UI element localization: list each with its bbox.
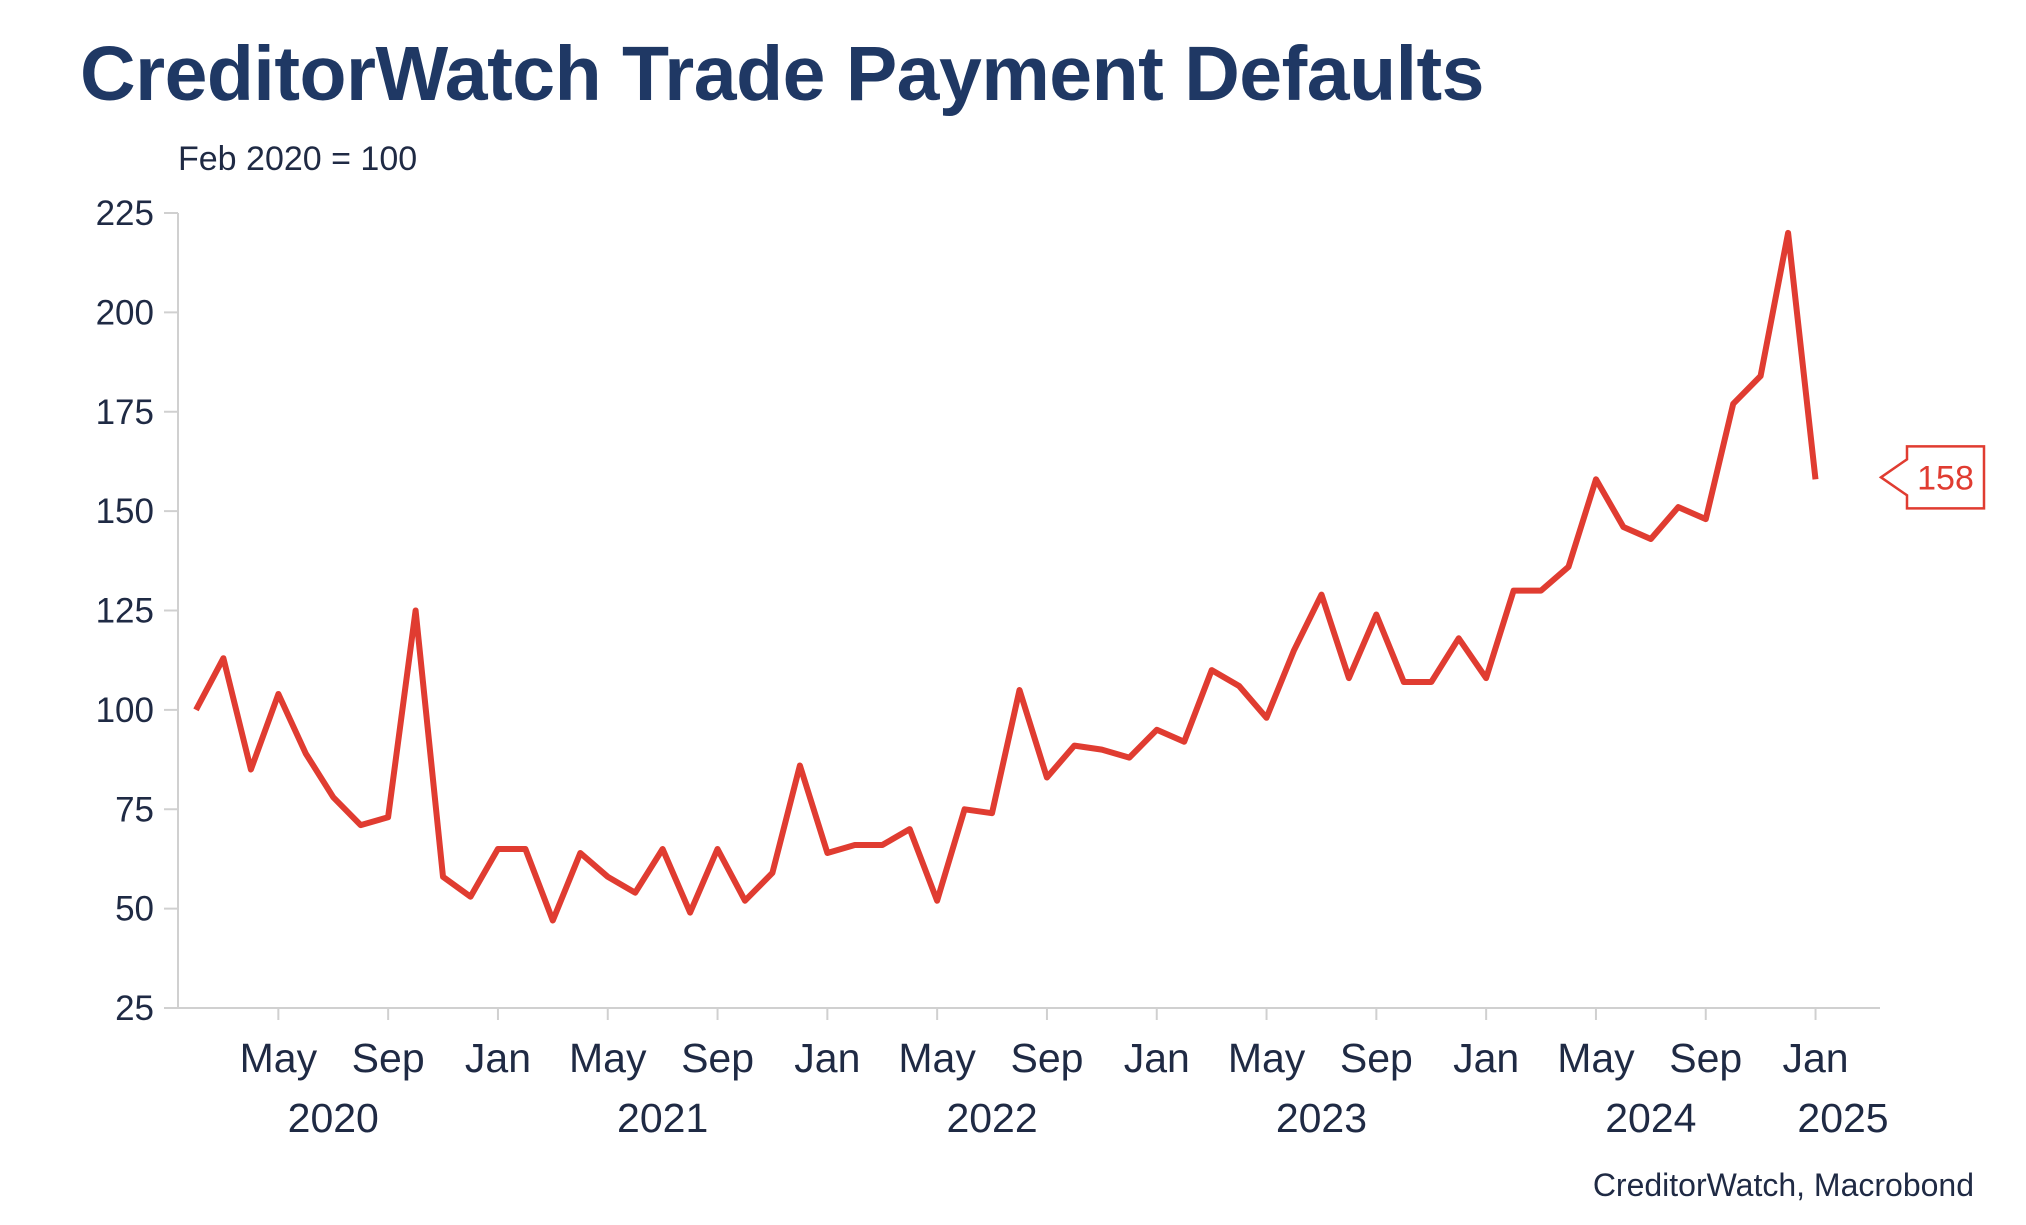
- y-tick-label: 175: [96, 393, 154, 432]
- y-axis: 25 50 75 100 125 150 175 200 225: [96, 194, 179, 1028]
- x-tick-label: May: [569, 1035, 647, 1081]
- source-note: CreditorWatch, Macrobond: [1592, 1167, 1974, 1203]
- callout-box: [1878, 445, 1986, 510]
- y-tick-label: 50: [115, 890, 154, 929]
- x-tick-label: May: [1557, 1035, 1635, 1081]
- x-tick-label: Jan: [1124, 1035, 1190, 1081]
- x-tick-label: May: [1228, 1035, 1306, 1081]
- x-year-label: 2020: [288, 1095, 379, 1141]
- y-tick-label: 125: [96, 592, 154, 631]
- x-tick-label: Sep: [352, 1035, 425, 1081]
- x-year-label: 2024: [1605, 1095, 1696, 1141]
- y-tick-label: 75: [115, 790, 154, 829]
- chart-title: CreditorWatch Trade Payment Defaults: [80, 31, 1484, 117]
- y-tick-label: 25: [115, 989, 154, 1028]
- x-tick-label: Jan: [465, 1035, 531, 1081]
- x-tick-label: Sep: [1669, 1035, 1742, 1081]
- x-tick-label: May: [240, 1035, 318, 1081]
- x-year-label: 2021: [617, 1095, 708, 1141]
- x-axis: May Sep Jan May Sep Jan May Sep Jan May Sep Jan May S…: [178, 1007, 1889, 1141]
- y-tick-label: 200: [96, 293, 154, 332]
- x-year-label: 2022: [946, 1095, 1037, 1141]
- x-tick-label: May: [898, 1035, 976, 1081]
- end-value-callout: 158: [1878, 445, 1986, 510]
- x-tick-label: Sep: [1340, 1035, 1413, 1081]
- x-year-label: 2023: [1276, 1095, 1367, 1141]
- x-tick-label: Jan: [794, 1035, 860, 1081]
- x-year-label: 2025: [1797, 1095, 1888, 1141]
- x-tick-label: Jan: [1453, 1035, 1519, 1081]
- series-line: [193, 229, 1819, 924]
- y-tick-label: 225: [96, 194, 154, 233]
- y-tick-label: 100: [96, 691, 154, 730]
- x-tick-label: Jan: [1782, 1035, 1848, 1081]
- x-tick-label: Sep: [1010, 1035, 1083, 1081]
- y-tick-label: 150: [96, 492, 154, 531]
- callout-value: 158: [1917, 459, 1974, 497]
- series-group: [193, 229, 1819, 924]
- x-tick-label: Sep: [681, 1035, 754, 1081]
- chart-subtitle: Feb 2020 = 100: [178, 140, 418, 178]
